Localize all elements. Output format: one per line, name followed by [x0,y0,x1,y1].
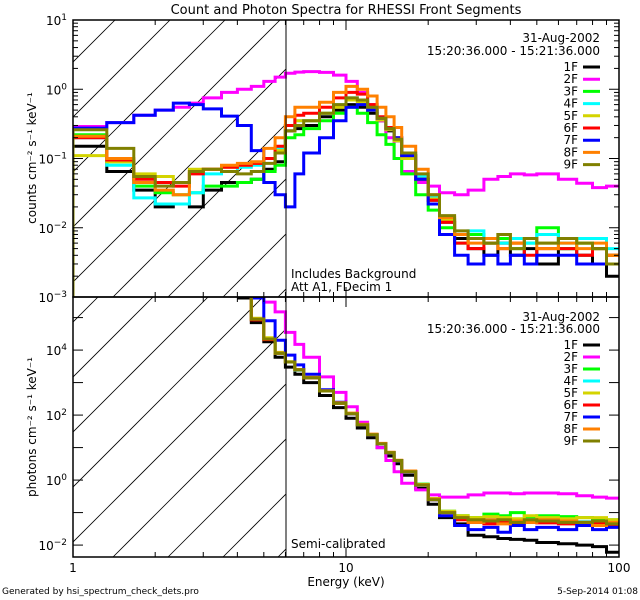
hatch-line [0,0,28,297]
x-tick-label: 10 [338,561,353,575]
y-tick-label: 10−2 [38,538,67,553]
legend-label-6F: 6F [563,398,578,412]
legend-date: 31-Aug-2002 [522,31,600,45]
hatch-line [333,257,633,557]
series-2F [262,297,619,500]
y-tick-label: 10−3 [38,290,67,305]
hatch-line [73,328,286,543]
legend-label-7F: 7F [563,410,578,424]
footer-generator: Generated by hsi_spectrum_check_dets.pro [2,587,199,597]
legend-label-3F: 3F [563,362,578,376]
hatch-line [0,257,28,557]
legend-label-4F: 4F [563,374,578,388]
y-tick-label-base: 10 [46,83,61,97]
y-tick-label-exponent: 0 [61,82,67,92]
hatch-line [73,297,99,323]
hatch-line [73,297,209,433]
y-tick-label: 10−1 [38,152,67,167]
hatch-line [443,257,640,557]
hatch-line [222,493,286,557]
y-tick-label: 100 [46,82,67,97]
chart-title: Count and Photon Spectra for RHESSI Fron… [171,3,522,18]
series-9F [249,297,619,526]
hatch-line [222,233,286,297]
legend-label-6F: 6F [563,121,578,135]
attenuator-hatch-bottom [0,257,640,557]
top-y-axis-label: counts cm⁻² s⁻¹ keV⁻¹ [25,92,39,224]
legend-label-9F: 9F [563,158,578,172]
y-tick-label-base: 10 [46,474,61,488]
legend-label-8F: 8F [563,145,578,159]
y-tick-label-exponent: 2 [61,408,67,418]
y-tick-label: 100 [46,473,67,488]
y-tick-label-base: 10 [46,409,61,423]
hatch-line [73,297,264,488]
y-tick-label-base: 10 [46,14,61,28]
y-tick-label-exponent: 4 [61,343,67,353]
y-tick-label: 101 [46,13,67,28]
legend-label-1F: 1F [563,338,578,352]
series-9F [73,96,619,297]
hatch-line [112,383,286,557]
x-tick-label: 1 [69,561,77,575]
legend-label-2F: 2F [563,350,578,364]
annotation-attenuator: Att A1, FDecim 1 [291,280,392,294]
hatch-line [0,0,83,297]
legend-top: 31-Aug-2002 15:20:36.000 - 15:21:36.000 … [427,31,600,172]
x-tick-label: 100 [608,561,631,575]
legend-time-range: 15:20:36.000 - 15:21:36.000 [427,44,600,58]
legend-bottom: 31-Aug-2002 15:20:36.000 - 15:21:36.000 … [427,310,600,448]
y-tick-label-exponent: 0 [61,473,67,483]
legend-label-7F: 7F [563,133,578,147]
legend-label-3F: 3F [563,84,578,98]
y-tick-label-exponent: −3 [54,290,67,300]
y-tick-label: 10−2 [38,221,67,236]
hatch-line [73,297,154,378]
count-spectra-series [73,70,619,297]
hatch-line [73,20,171,118]
y-tick-label-base: 10 [46,344,61,358]
legend-time-range: 15:20:36.000 - 15:21:36.000 [427,322,600,336]
axis-ticks [72,19,619,557]
x-axis-label: Energy (keV) [307,575,384,589]
annotation-background: Includes Background [291,267,416,281]
hatch-line [167,178,286,297]
footer-timestamp: 5-Sep-2014 01:08 [557,587,638,597]
legend-label-5F: 5F [563,109,578,123]
y-tick-label-base: 10 [38,153,53,167]
y-tick-label-exponent: −2 [54,538,67,548]
hatch-line [73,20,281,228]
hatch-line [73,20,116,63]
series-7F [73,101,619,297]
legend-label-8F: 8F [563,422,578,436]
y-tick-label-base: 10 [38,222,53,236]
annotation-semi-calibrated: Semi-calibrated [291,537,386,551]
legend-label-2F: 2F [563,72,578,86]
legend-label-4F: 4F [563,97,578,111]
y-tick-label-exponent: −2 [54,221,67,231]
hatch-line [73,68,286,283]
y-tick-label-exponent: 1 [61,13,67,23]
legend-label-9F: 9F [563,434,578,448]
y-tick-label-base: 10 [38,539,53,553]
bottom-y-axis-label: photons cm⁻² s⁻¹ keV⁻¹ [25,357,39,497]
legend-label-5F: 5F [563,386,578,400]
legend-date: 31-Aug-2002 [522,310,600,324]
y-tick-label-exponent: −1 [54,152,67,162]
photon-spectra-series [237,297,619,554]
hatch-line [167,438,286,557]
y-tick-label: 104 [46,343,67,358]
y-tick-label-base: 10 [38,291,53,305]
y-tick-label: 102 [46,408,67,423]
legend-label-1F: 1F [563,60,578,74]
